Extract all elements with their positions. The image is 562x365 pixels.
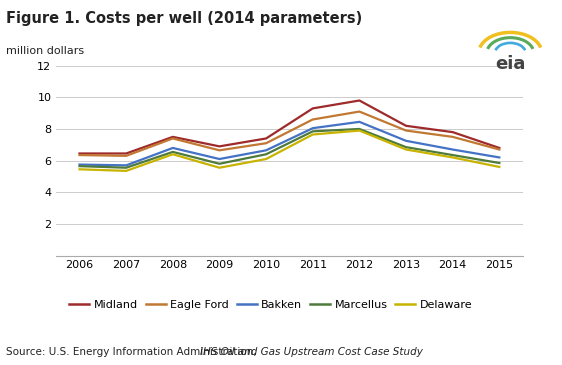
Midland xyxy=(170,135,176,139)
Line: Bakken: Bakken xyxy=(80,122,499,165)
Line: Midland: Midland xyxy=(80,100,499,153)
Delaware xyxy=(170,152,176,157)
Bakken xyxy=(496,155,502,160)
Delaware xyxy=(449,155,456,160)
Bakken xyxy=(449,147,456,152)
Bakken xyxy=(402,139,409,143)
Delaware xyxy=(123,169,129,173)
Delaware xyxy=(216,166,223,170)
Midland xyxy=(263,136,270,141)
Marcellus xyxy=(449,153,456,157)
Eagle Ford xyxy=(123,154,129,158)
Bakken xyxy=(309,126,316,130)
Eagle Ford xyxy=(402,128,409,133)
Midland xyxy=(76,151,83,155)
Bakken xyxy=(123,163,129,168)
Line: Delaware: Delaware xyxy=(80,131,499,171)
Midland xyxy=(402,124,409,128)
Eagle Ford xyxy=(356,110,363,114)
Bakken xyxy=(216,157,223,161)
Text: million dollars: million dollars xyxy=(6,46,84,55)
Midland xyxy=(309,106,316,111)
Delaware xyxy=(76,167,83,172)
Marcellus xyxy=(496,161,502,165)
Marcellus xyxy=(76,164,83,168)
Midland xyxy=(449,130,456,134)
Eagle Ford xyxy=(496,147,502,152)
Text: Source: U.S. Energy Information Administration,: Source: U.S. Energy Information Administ… xyxy=(6,347,260,357)
Marcellus xyxy=(402,145,409,149)
Eagle Ford xyxy=(216,148,223,153)
Bakken xyxy=(356,120,363,124)
Delaware xyxy=(402,147,409,152)
Bakken xyxy=(263,148,270,153)
Eagle Ford xyxy=(76,153,83,157)
Marcellus xyxy=(356,127,363,131)
Delaware xyxy=(309,132,316,137)
Marcellus xyxy=(170,150,176,154)
Eagle Ford xyxy=(309,117,316,122)
Text: IHS Oil and Gas Upstream Cost Case Study: IHS Oil and Gas Upstream Cost Case Study xyxy=(200,347,423,357)
Eagle Ford xyxy=(263,141,270,145)
Delaware xyxy=(356,128,363,133)
Line: Marcellus: Marcellus xyxy=(80,129,499,168)
Text: eia: eia xyxy=(495,55,525,73)
Legend: Midland, Eagle Ford, Bakken, Marcellus, Delaware: Midland, Eagle Ford, Bakken, Marcellus, … xyxy=(65,295,477,314)
Midland xyxy=(216,144,223,149)
Marcellus xyxy=(263,152,270,157)
Marcellus xyxy=(216,162,223,166)
Text: Figure 1. Costs per well (2014 parameters): Figure 1. Costs per well (2014 parameter… xyxy=(6,11,362,26)
Bakken xyxy=(76,162,83,167)
Eagle Ford xyxy=(449,135,456,139)
Line: Eagle Ford: Eagle Ford xyxy=(80,112,499,156)
Delaware xyxy=(263,157,270,161)
Midland xyxy=(496,146,502,150)
Bakken xyxy=(170,146,176,150)
Marcellus xyxy=(309,129,316,134)
Midland xyxy=(123,151,129,155)
Marcellus xyxy=(123,166,129,170)
Eagle Ford xyxy=(170,136,176,141)
Delaware xyxy=(496,165,502,169)
Midland xyxy=(356,98,363,103)
